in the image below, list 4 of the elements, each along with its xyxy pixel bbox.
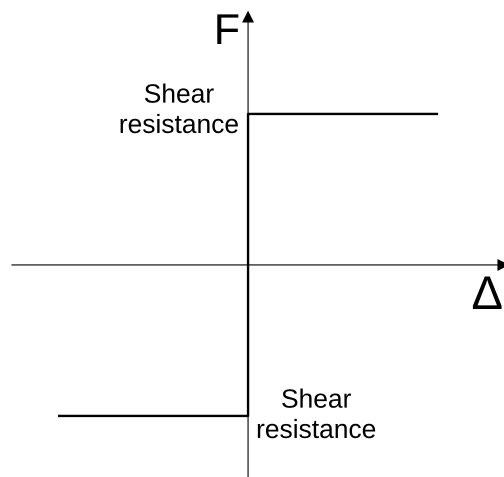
y-axis-title: F — [217, 14, 238, 44]
annotation: Shear resistance — [120, 83, 238, 134]
x-axis-title: Δ — [472, 276, 502, 309]
annotation: Shear resistance — [258, 388, 376, 438]
